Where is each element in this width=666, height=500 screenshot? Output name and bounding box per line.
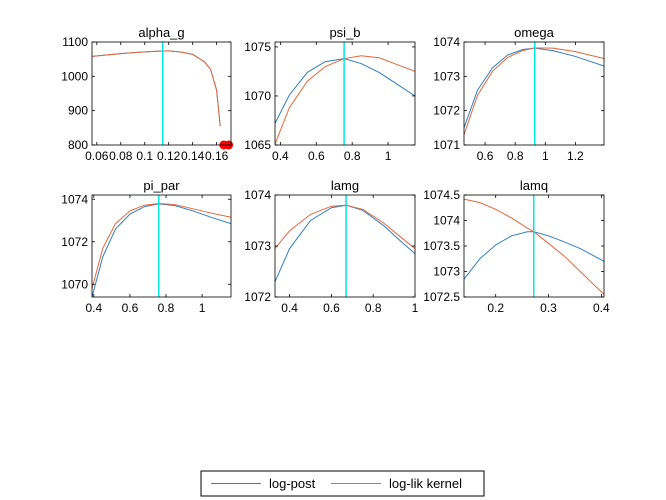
y-tick-label: 900 xyxy=(68,104,88,118)
subplot-pi-par: 0.4 0.6 0.8 1 1070 1072 1074 pi_par xyxy=(61,178,231,315)
y-tick-label: 1074 xyxy=(61,192,88,206)
subplot-title: lamq xyxy=(520,178,548,193)
subplot-alpha-g: 0.06 0.08 0.1 0.12 0.14 0.16 800 900 1000 1100 alp… xyxy=(61,25,232,163)
series-line-log-lik-kernel xyxy=(275,56,415,144)
axes-frame xyxy=(92,195,231,297)
figure-canvas: 0.06 0.08 0.1 0.12 0.14 0.16 800 900 1000 1100 alp… xyxy=(0,0,666,500)
y-tick-label: 1072.5 xyxy=(423,290,460,304)
y-tick-label: 1070 xyxy=(61,277,88,291)
x-tick-label: 1 xyxy=(412,301,419,315)
y-tick-label: 1074 xyxy=(244,188,271,202)
x-tick-label: 0.4 xyxy=(85,301,102,315)
x-tick-label: 1 xyxy=(542,149,549,163)
x-tick-label: 0.12 xyxy=(157,149,181,163)
legend-label-log-lik-kernel: log-lik kernel xyxy=(389,476,462,491)
x-tick-label: 0.4 xyxy=(281,301,298,315)
axes-frame xyxy=(92,42,231,145)
y-tick-label: 800 xyxy=(68,138,88,152)
series-line-log-post xyxy=(464,48,604,128)
axes-frame xyxy=(275,195,415,297)
subplot-title: pi_par xyxy=(143,178,180,193)
y-tick-label: 1072 xyxy=(61,235,88,249)
y-tick-label: 1100 xyxy=(62,35,88,49)
subplot-title: lamg xyxy=(331,178,359,193)
x-tick-label: 0.4 xyxy=(272,149,289,163)
y-tick-label: 1074.5 xyxy=(423,188,460,202)
x-tick-label: 0.08 xyxy=(109,149,133,163)
series-line-log-post xyxy=(92,204,231,297)
series-line-log-lik-kernel xyxy=(92,204,231,289)
legend: log-post log-lik kernel xyxy=(201,471,484,496)
subplot-omega: 0.6 0.8 1 1.2 1071 1072 1073 1074 omega xyxy=(433,25,604,163)
y-tick-label: 1073 xyxy=(433,69,460,83)
y-tick-label: 1074 xyxy=(433,35,460,49)
x-tick-label: 0.4 xyxy=(593,301,610,315)
x-tick-label: 0.06 xyxy=(85,149,109,163)
series-line-log-lik-kernel xyxy=(92,51,220,126)
x-tick-label: 1 xyxy=(385,149,392,163)
subplot-grid: 0.06 0.08 0.1 0.12 0.14 0.16 800 900 1000 1100 alp… xyxy=(61,25,610,315)
y-tick-label: 1072 xyxy=(433,104,460,118)
series-line-log-post xyxy=(92,51,220,126)
x-tick-label: 1.2 xyxy=(567,149,584,163)
x-tick-label: 1 xyxy=(199,301,206,315)
x-tick-label: 0.8 xyxy=(507,149,524,163)
subplot-title: alpha_g xyxy=(138,25,184,40)
x-tick-label: 0.6 xyxy=(323,301,340,315)
subplot-title: omega xyxy=(514,25,555,40)
y-tick-label: 1070 xyxy=(244,89,271,103)
legend-label-log-post: log-post xyxy=(269,476,316,491)
series-line-log-lik-kernel xyxy=(275,205,415,248)
x-tick-label: 0.8 xyxy=(158,301,175,315)
subplot-lamg: 0.4 0.6 0.8 1 1072 1073 1074 lamg xyxy=(244,178,418,315)
y-tick-label: 1073 xyxy=(433,265,460,279)
series-line-log-post xyxy=(275,59,415,124)
y-tick-label: 1000 xyxy=(61,69,88,83)
y-tick-label: 1072 xyxy=(244,290,271,304)
x-tick-label: 0.6 xyxy=(308,149,325,163)
subplot-psi-b: 0.4 0.6 0.8 1 1065 1070 1075 psi_b xyxy=(244,25,415,163)
x-tick-label: 0.6 xyxy=(477,149,494,163)
x-tick-label: 0.6 xyxy=(122,301,139,315)
y-tick-label: 1075 xyxy=(244,40,271,54)
y-tick-label: 1073 xyxy=(244,239,271,253)
y-tick-label: 1073.5 xyxy=(423,239,460,253)
subplot-lamq: 0.2 0.3 0.4 1072.5 1073 1073.5 1074 1074.5 lamq xyxy=(423,178,610,315)
y-tick-label: 1071 xyxy=(433,138,460,152)
y-tick-label: 1074 xyxy=(433,214,460,228)
x-tick-label: 0.16 xyxy=(205,149,229,163)
x-tick-label: 0.1 xyxy=(136,149,153,163)
axes-frame xyxy=(275,42,415,145)
series-line-log-post xyxy=(275,205,415,282)
x-tick-label: 0.3 xyxy=(540,301,557,315)
x-tick-label: 0.2 xyxy=(487,301,504,315)
x-tick-label: 0.8 xyxy=(344,149,361,163)
y-tick-label: 1065 xyxy=(244,138,271,152)
subplot-title: psi_b xyxy=(329,25,360,40)
series-line-log-lik-kernel xyxy=(464,48,604,135)
x-tick-label: 0.14 xyxy=(181,149,205,163)
x-tick-label: 0.8 xyxy=(365,301,382,315)
axes-frame xyxy=(464,42,604,145)
